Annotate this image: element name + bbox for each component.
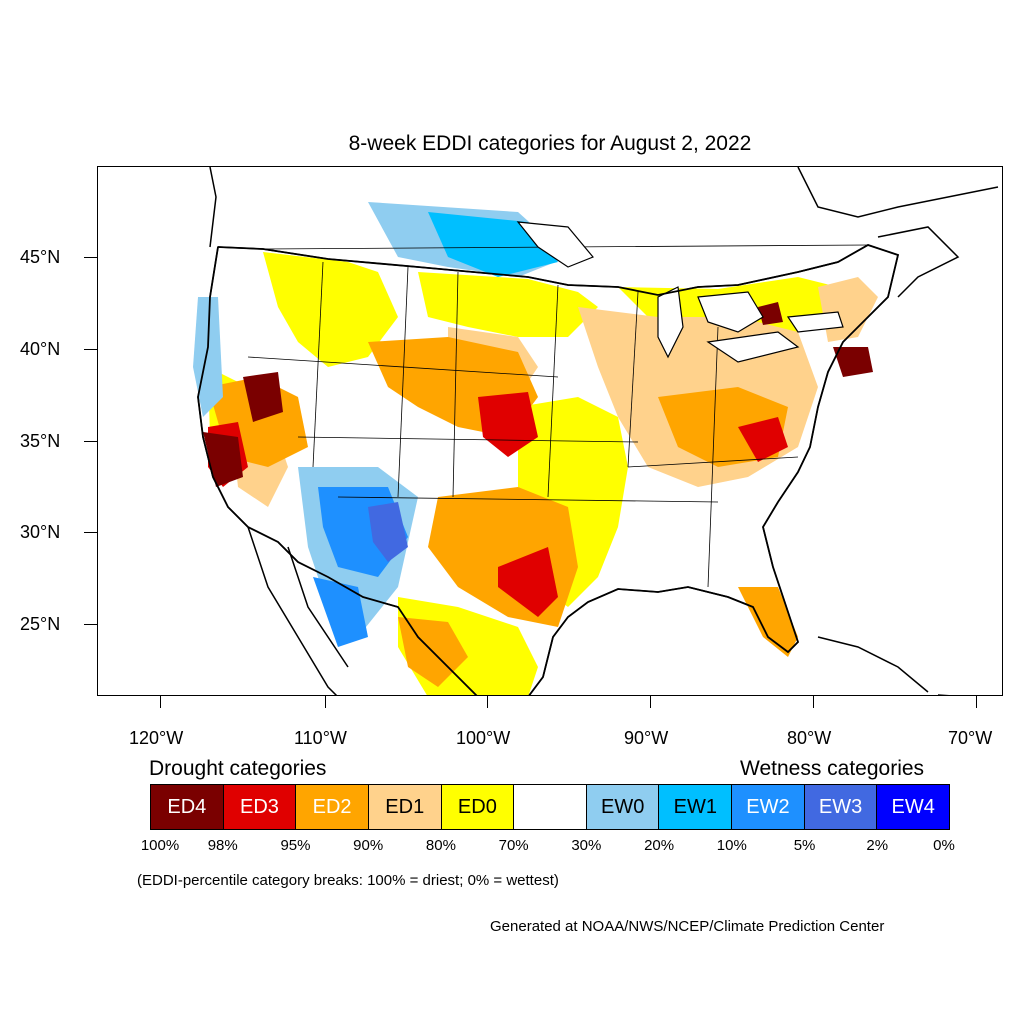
ew3-areas bbox=[368, 502, 408, 562]
lon-label-120: 120°W bbox=[129, 728, 184, 748]
legend-swatch-ed3: ED3 bbox=[223, 785, 297, 829]
category-note: (EDDI-percentile category breaks: 100% =… bbox=[137, 872, 559, 889]
break-label: 100% bbox=[140, 837, 180, 854]
legend-swatch-ew4: EW4 bbox=[877, 785, 950, 829]
legend-swatch-ew2: EW2 bbox=[732, 785, 805, 829]
legend-swatch-ed1: ED1 bbox=[368, 785, 442, 829]
lat-tick bbox=[84, 624, 97, 625]
lat-label-30: 30°N bbox=[20, 522, 61, 542]
break-label: 10% bbox=[716, 837, 747, 854]
lat-tick bbox=[84, 257, 97, 258]
lat-tick bbox=[84, 441, 97, 442]
map-title: 8-week EDDI categories for August 2, 202… bbox=[348, 132, 752, 155]
lon-tick bbox=[160, 696, 161, 708]
category-legend: ED4 ED3 ED2 ED1 ED0 EW0 EW1 EW2 EW3 EW4 bbox=[150, 784, 950, 830]
caribbean-islands bbox=[817, 636, 950, 695]
lon-tick bbox=[325, 696, 326, 708]
break-label: 30% bbox=[571, 837, 602, 854]
eddi-map bbox=[193, 167, 999, 695]
drought-heading: Drought categories bbox=[149, 757, 327, 780]
lat-tick bbox=[84, 349, 97, 350]
legend-swatch-ed0: ED0 bbox=[441, 785, 515, 829]
baja-coast bbox=[247, 526, 349, 695]
lon-label-70: 70°W bbox=[948, 728, 993, 748]
lon-tick bbox=[976, 696, 977, 708]
legend-swatch-ew1: EW1 bbox=[659, 785, 733, 829]
break-label: 95% bbox=[280, 837, 311, 854]
ed4-areas bbox=[203, 302, 873, 487]
break-label: 0% bbox=[933, 837, 955, 854]
lon-label-80: 80°W bbox=[787, 728, 832, 748]
canada-coast bbox=[209, 167, 999, 298]
break-label: 5% bbox=[793, 837, 816, 854]
wetness-heading: Wetness categories bbox=[740, 757, 925, 780]
map-area bbox=[97, 166, 1003, 696]
legend-swatch-ed2: ED2 bbox=[296, 785, 369, 829]
lat-label-40: 40°N bbox=[20, 339, 61, 359]
lon-tick bbox=[487, 696, 488, 708]
legend-swatch-ed4: ED4 bbox=[151, 785, 224, 829]
lat-label-35: 35°N bbox=[20, 431, 61, 451]
lon-tick bbox=[813, 696, 814, 708]
lat-label-25: 25°N bbox=[20, 614, 61, 634]
break-label: 2% bbox=[866, 837, 889, 854]
lat-label-45: 45°N bbox=[20, 247, 61, 267]
lon-label-90: 90°W bbox=[624, 728, 669, 748]
legend-swatch-ew0: EW0 bbox=[586, 785, 660, 829]
break-label: 20% bbox=[644, 837, 675, 854]
break-label: 90% bbox=[353, 837, 384, 854]
great-lakes bbox=[516, 221, 844, 363]
lon-label-100: 100°W bbox=[456, 728, 511, 748]
break-label: 98% bbox=[207, 837, 238, 854]
lon-tick bbox=[650, 696, 651, 708]
coastline bbox=[197, 244, 900, 695]
state-boundaries bbox=[247, 244, 869, 588]
break-label: 80% bbox=[425, 837, 456, 854]
legend-swatch-ew3: EW3 bbox=[804, 785, 878, 829]
lon-label-110: 110°W bbox=[294, 728, 347, 748]
lat-tick bbox=[84, 532, 97, 533]
break-label: 70% bbox=[498, 837, 529, 854]
credit-line: Generated at NOAA/NWS/NCEP/Climate Predi… bbox=[490, 918, 885, 935]
legend-swatch-none bbox=[514, 785, 587, 829]
